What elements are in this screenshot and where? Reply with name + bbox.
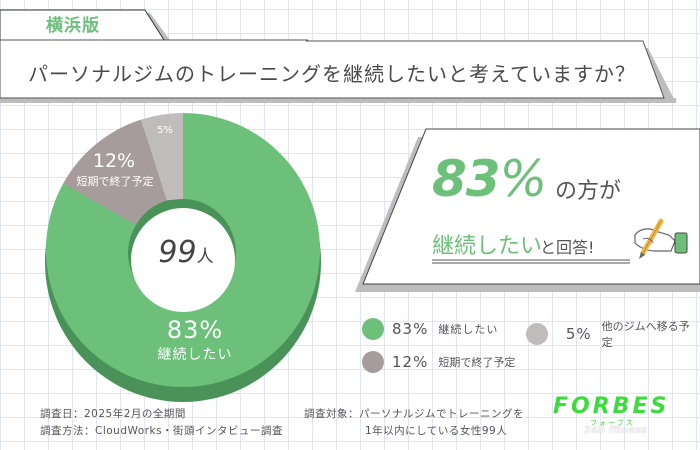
callout-suffix: の方が bbox=[555, 179, 622, 204]
legend-percent: 5% bbox=[565, 325, 592, 343]
segment-83-label: 継続したい bbox=[157, 347, 233, 363]
segment-12 bbox=[63, 119, 167, 225]
total-unit: 人 bbox=[196, 247, 214, 267]
page-title: パーソナルジムのトレーニングを継続したいと考えていますか？ bbox=[28, 62, 636, 86]
legend-percent: 12% bbox=[392, 353, 429, 371]
callout-percent-sign: % bbox=[499, 150, 548, 208]
segment-12-percent: 12% bbox=[92, 150, 136, 172]
legend-item-continue: 83% 継続したい bbox=[362, 318, 498, 340]
legend-dot-gray bbox=[362, 351, 384, 373]
survey-target-line1: 調査対象：パーソナルジムでトレーニングを bbox=[304, 408, 524, 420]
total-respondents: 99人 bbox=[140, 235, 232, 270]
callout-number: 83 bbox=[432, 150, 501, 208]
donut-chart bbox=[45, 112, 321, 402]
callout-continue-text: 継続したい bbox=[432, 234, 543, 259]
callout-headline: 83% bbox=[432, 150, 548, 208]
legend-dot-light-gray bbox=[526, 323, 548, 345]
legend-label: 短期で終了予定 bbox=[438, 356, 516, 369]
callout-underline bbox=[432, 259, 630, 264]
brand-logo-kana: フォーブス bbox=[590, 419, 635, 427]
legend-label: 他のジムへ移る予定 bbox=[601, 320, 690, 349]
survey-date: 調査日：2025年2月の全期間 bbox=[40, 408, 186, 420]
survey-target-line2: 1年以内にしている女性99人 bbox=[365, 425, 508, 437]
survey-method: 調査方法：CloudWorks・街頭インタビュー調査 bbox=[40, 425, 284, 437]
legend-label: 継続したい bbox=[438, 323, 499, 336]
writing-hand-icon bbox=[634, 218, 688, 259]
segment-5 bbox=[140, 112, 183, 201]
edition-tab: 横浜版 bbox=[46, 16, 100, 36]
legend-item-other-gym: 5% 他のジムへ移る予定 bbox=[526, 318, 700, 350]
callout-answer-text: と回答! bbox=[540, 238, 595, 257]
header-banner bbox=[0, 9, 676, 103]
total-number: 99 bbox=[158, 235, 197, 270]
legend-percent: 83% bbox=[392, 320, 429, 338]
segment-83 bbox=[45, 113, 320, 387]
brand-logo-subtitle: 24h fitness bbox=[584, 425, 647, 436]
segment-12-label: 短期で終了予定 bbox=[76, 175, 154, 188]
legend-item-end-short: 12% 短期で終了予定 bbox=[362, 351, 515, 373]
segment-83-percent: 83% bbox=[166, 316, 224, 344]
segment-5-percent: 5% bbox=[157, 125, 173, 136]
brand-logo: FORBES bbox=[553, 394, 670, 419]
callout-box bbox=[355, 128, 700, 292]
legend-dot-green bbox=[362, 318, 384, 340]
